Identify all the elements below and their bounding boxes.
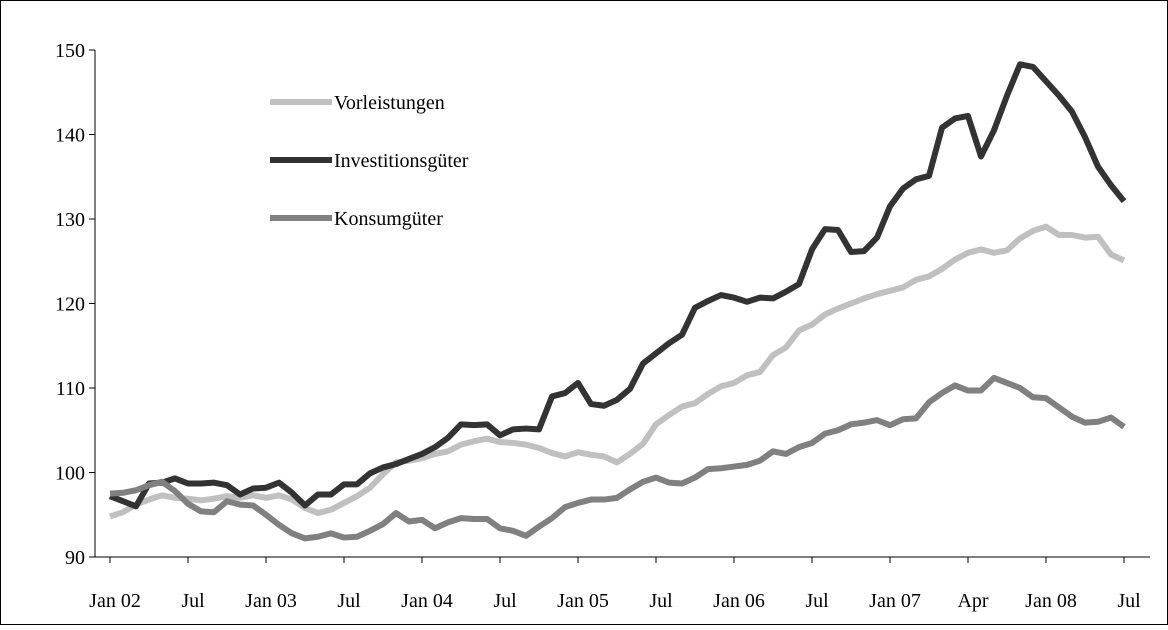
x-tick-label: Jul xyxy=(337,590,361,612)
x-tick-label: Apr xyxy=(957,590,988,612)
y-tick-label: 140 xyxy=(55,125,85,147)
legend-label: Konsumgüter xyxy=(334,208,443,230)
y-tick-label: 130 xyxy=(55,209,85,231)
x-tick-label: Jul xyxy=(1117,590,1141,612)
x-tick-label: Jan 08 xyxy=(1025,590,1077,612)
x-tick-label: Jul xyxy=(181,590,205,612)
y-tick-label: 100 xyxy=(55,463,85,485)
series-line xyxy=(109,223,1126,520)
x-tick-label: Jul xyxy=(493,590,517,612)
y-tick-label: 150 xyxy=(55,40,85,62)
x-tick-label: Jan 03 xyxy=(245,590,297,612)
x-tick-label: Jul xyxy=(805,590,829,612)
legend-label: Investitionsgüter xyxy=(334,150,469,172)
series-line xyxy=(109,374,1126,542)
x-tick-label: Jan 06 xyxy=(713,590,765,612)
y-tick-label: 120 xyxy=(55,294,85,316)
x-tick-label: Jan 05 xyxy=(557,590,609,612)
y-tick-label: 110 xyxy=(56,378,85,400)
series-line xyxy=(108,61,1127,510)
x-tick-label: Jan 07 xyxy=(869,590,921,612)
legend-label: Vorleistungen xyxy=(334,92,445,114)
x-tick-label: Jul xyxy=(649,590,673,612)
y-tick-label: 90 xyxy=(65,547,85,569)
x-tick-label: Jan 04 xyxy=(401,590,453,612)
x-tick-label: Jan 02 xyxy=(89,590,141,612)
